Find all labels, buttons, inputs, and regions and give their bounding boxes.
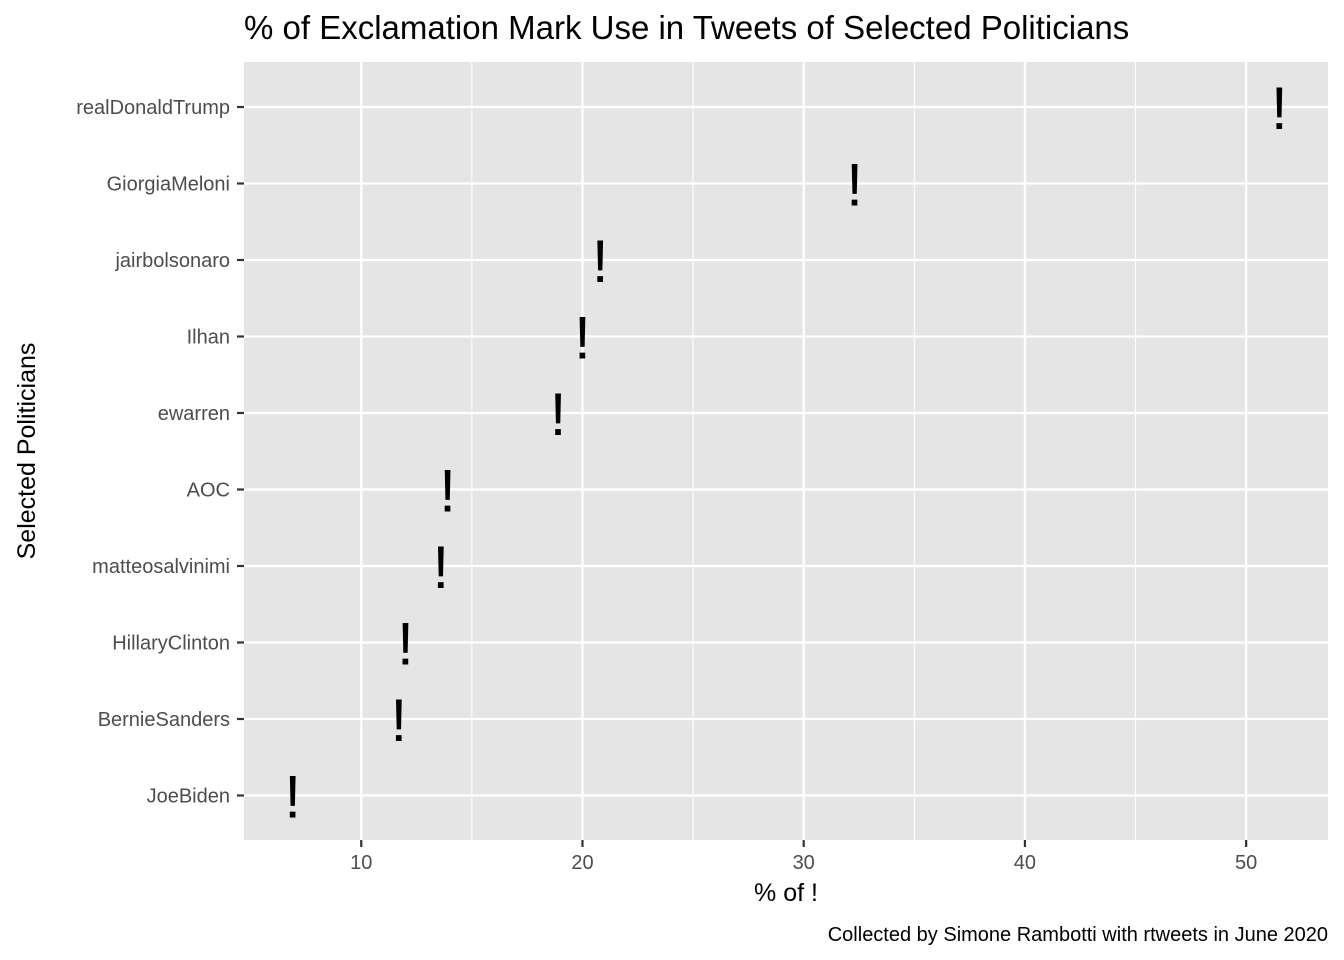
data-point-jairbolsonaro: !: [592, 228, 609, 295]
data-marks: !!!!!!!!!!: [284, 75, 1287, 831]
y-tick-label: BernieSanders: [98, 709, 230, 731]
plot-panel: [244, 62, 1328, 840]
chart-title: % of Exclamation Mark Use in Tweets of S…: [244, 9, 1129, 46]
data-point-AOC: !: [439, 458, 456, 525]
data-point-matteosalvinimi: !: [433, 534, 450, 601]
y-axis-title: Selected Politicians: [13, 343, 41, 560]
data-point-realDonaldTrump: !: [1271, 75, 1288, 142]
y-tick-label: Ilhan: [187, 327, 230, 349]
x-tick-label: 50: [1235, 852, 1257, 874]
data-point-HillaryClinton: !: [397, 611, 414, 678]
data-point-ewarren: !: [550, 381, 567, 448]
x-axis: 10 20 30 40 50: [350, 840, 1257, 874]
y-tick-label: realDonaldTrump: [76, 97, 230, 119]
y-tick-label: jairbolsonaro: [114, 250, 230, 272]
y-tick-label: matteosalvinimi: [92, 556, 230, 578]
data-point-Ilhan: !: [574, 305, 591, 372]
y-tick-label: HillaryClinton: [112, 633, 230, 655]
y-tick-label: JoeBiden: [147, 786, 230, 808]
y-tick-label: AOC: [187, 480, 230, 502]
data-point-JoeBiden: !: [284, 764, 301, 831]
data-point-GiorgiaMeloni: !: [846, 152, 863, 219]
x-tick-label: 40: [1014, 852, 1036, 874]
x-tick-label: 30: [793, 852, 815, 874]
x-tick-label: 20: [571, 852, 593, 874]
y-tick-label: ewarren: [158, 403, 230, 425]
caption: Collected by Simone Rambotti with rtweet…: [828, 924, 1328, 946]
gridlines: [244, 62, 1328, 840]
y-axis: realDonaldTrump GiorgiaMeloni jairbolsonar…: [76, 97, 244, 808]
data-point-BernieSanders: !: [391, 687, 408, 754]
x-axis-title: % of !: [754, 879, 818, 907]
x-tick-label: 10: [350, 852, 372, 874]
y-tick-label: GiorgiaMeloni: [107, 174, 230, 196]
